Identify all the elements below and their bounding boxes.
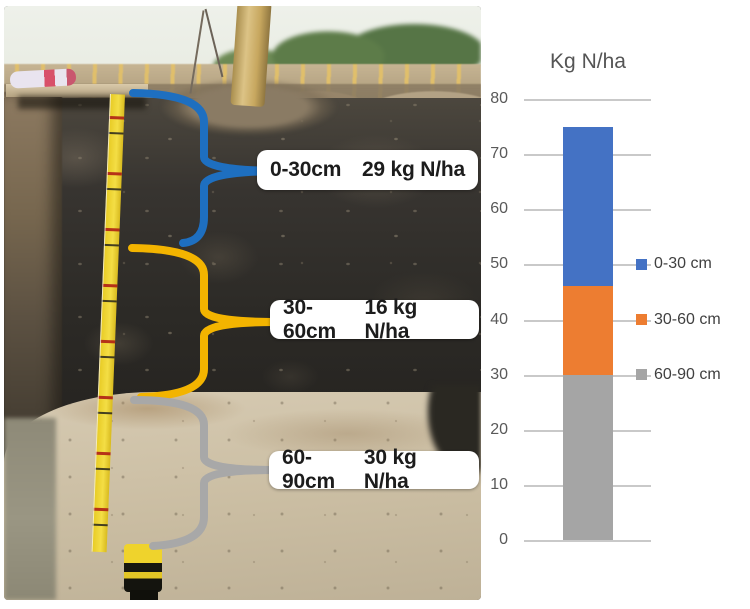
y-axis-tick-label: 40 xyxy=(490,310,508,328)
cloth-on-board xyxy=(9,68,77,89)
pit-left-wall xyxy=(4,92,62,440)
depth-range-label: 30-60cm xyxy=(283,295,336,343)
bar-segment-30-60cm xyxy=(563,286,613,375)
legend-marker xyxy=(636,314,647,325)
tape-measure-housing xyxy=(124,544,162,592)
y-axis-tick-label: 50 xyxy=(490,255,508,273)
wooden-board xyxy=(6,84,148,97)
y-axis-tick-label: 30 xyxy=(490,365,508,383)
y-axis-tick-label: 70 xyxy=(490,145,508,163)
legend-marker xyxy=(636,369,647,381)
gridline xyxy=(524,99,651,101)
chart-title: Kg N/ha xyxy=(550,50,626,73)
nitrogen-value-label: 30 kg N/ha xyxy=(363,446,417,493)
tape-measure-base xyxy=(130,590,158,600)
bar-segment-0-30cm xyxy=(563,126,613,287)
bar-segment-60-90cm xyxy=(563,374,613,540)
nitrogen-value-label: 16 kg N/ha xyxy=(364,295,418,343)
bar-chart-plot: 0 10 20 30 40 50 60 70 80 0-30 cm 30-60 cm 60-90 cm xyxy=(488,40,750,600)
legend-label: 30-60 cm xyxy=(654,310,721,328)
legend-item: 60-90 cm xyxy=(636,365,721,385)
legend-item: 30-60 cm xyxy=(636,310,721,330)
stacked-bar-chart: Kg N/ha 0 10 20 30 40 50 60 70 80 0-30 cm 30-60 cm… xyxy=(488,40,750,600)
annotation-30-60cm: 30-60cm 16 kg N/ha xyxy=(270,296,479,343)
sandy-subsoil-layer xyxy=(4,392,481,600)
y-axis-tick-label: 80 xyxy=(490,90,508,107)
y-axis-tick-label: 10 xyxy=(490,475,508,493)
nitrogen-value-label: 29 kg N/ha xyxy=(361,158,465,181)
annotation-0-30cm: 0-30cm 29 kg N/ha xyxy=(257,150,478,190)
sand-shadow xyxy=(4,418,56,600)
y-axis-tick-label: 20 xyxy=(490,420,508,438)
y-axis-tick-label: 60 xyxy=(490,200,508,218)
y-axis-tick-label: 0 xyxy=(499,531,508,548)
legend-item: 0-30 cm xyxy=(636,254,712,274)
legend-label: 60-90 cm xyxy=(654,365,721,383)
legend-label: 0-30 cm xyxy=(654,255,712,273)
depth-range-label: 60-90cm xyxy=(282,446,335,493)
annotation-60-90cm: 60-90cm 30 kg N/ha xyxy=(269,446,479,493)
gridline xyxy=(524,540,651,542)
soil-texture xyxy=(4,98,481,430)
depth-range-label: 0-30cm xyxy=(270,158,342,181)
legend-marker xyxy=(636,258,647,270)
board-shadow xyxy=(18,96,146,109)
